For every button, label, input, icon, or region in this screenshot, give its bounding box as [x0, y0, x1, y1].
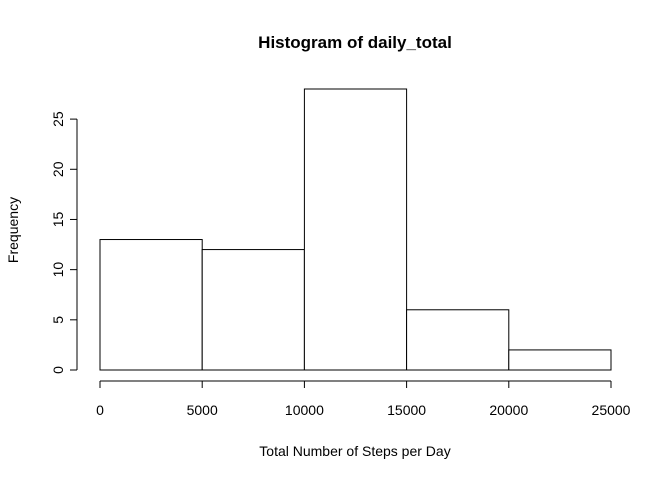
y-tick-label: 20: [50, 161, 66, 177]
x-tick-label: 10000: [285, 402, 324, 418]
x-tick-label: 20000: [489, 402, 528, 418]
x-tick-label: 0: [96, 402, 104, 418]
histogram-bar-5: [508, 349, 612, 371]
x-tick-label: 25000: [592, 402, 631, 418]
y-tick-label: 10: [50, 262, 66, 278]
x-axis: 0 5000 10000 15000 20000 25000: [96, 380, 631, 418]
histogram-bar-3: [303, 88, 408, 371]
x-tick-label: 15000: [387, 402, 426, 418]
y-tick-label: 15: [50, 211, 66, 227]
y-tick-label: 0: [50, 366, 66, 374]
y-tick-label: 5: [50, 316, 66, 324]
y-tick-label: 25: [50, 111, 66, 127]
y-axis-label: Frequency: [5, 197, 21, 263]
x-tick-label: 5000: [187, 402, 218, 418]
bars-group: [99, 88, 612, 371]
histogram-bar-2: [201, 249, 305, 371]
y-axis: 0 5 10 15 20 25: [50, 111, 78, 374]
histogram-bar-1: [99, 239, 203, 371]
chart-title: Histogram of daily_total: [258, 33, 452, 52]
x-axis-label: Total Number of Steps per Day: [259, 443, 450, 459]
histogram-bar-4: [406, 309, 510, 371]
